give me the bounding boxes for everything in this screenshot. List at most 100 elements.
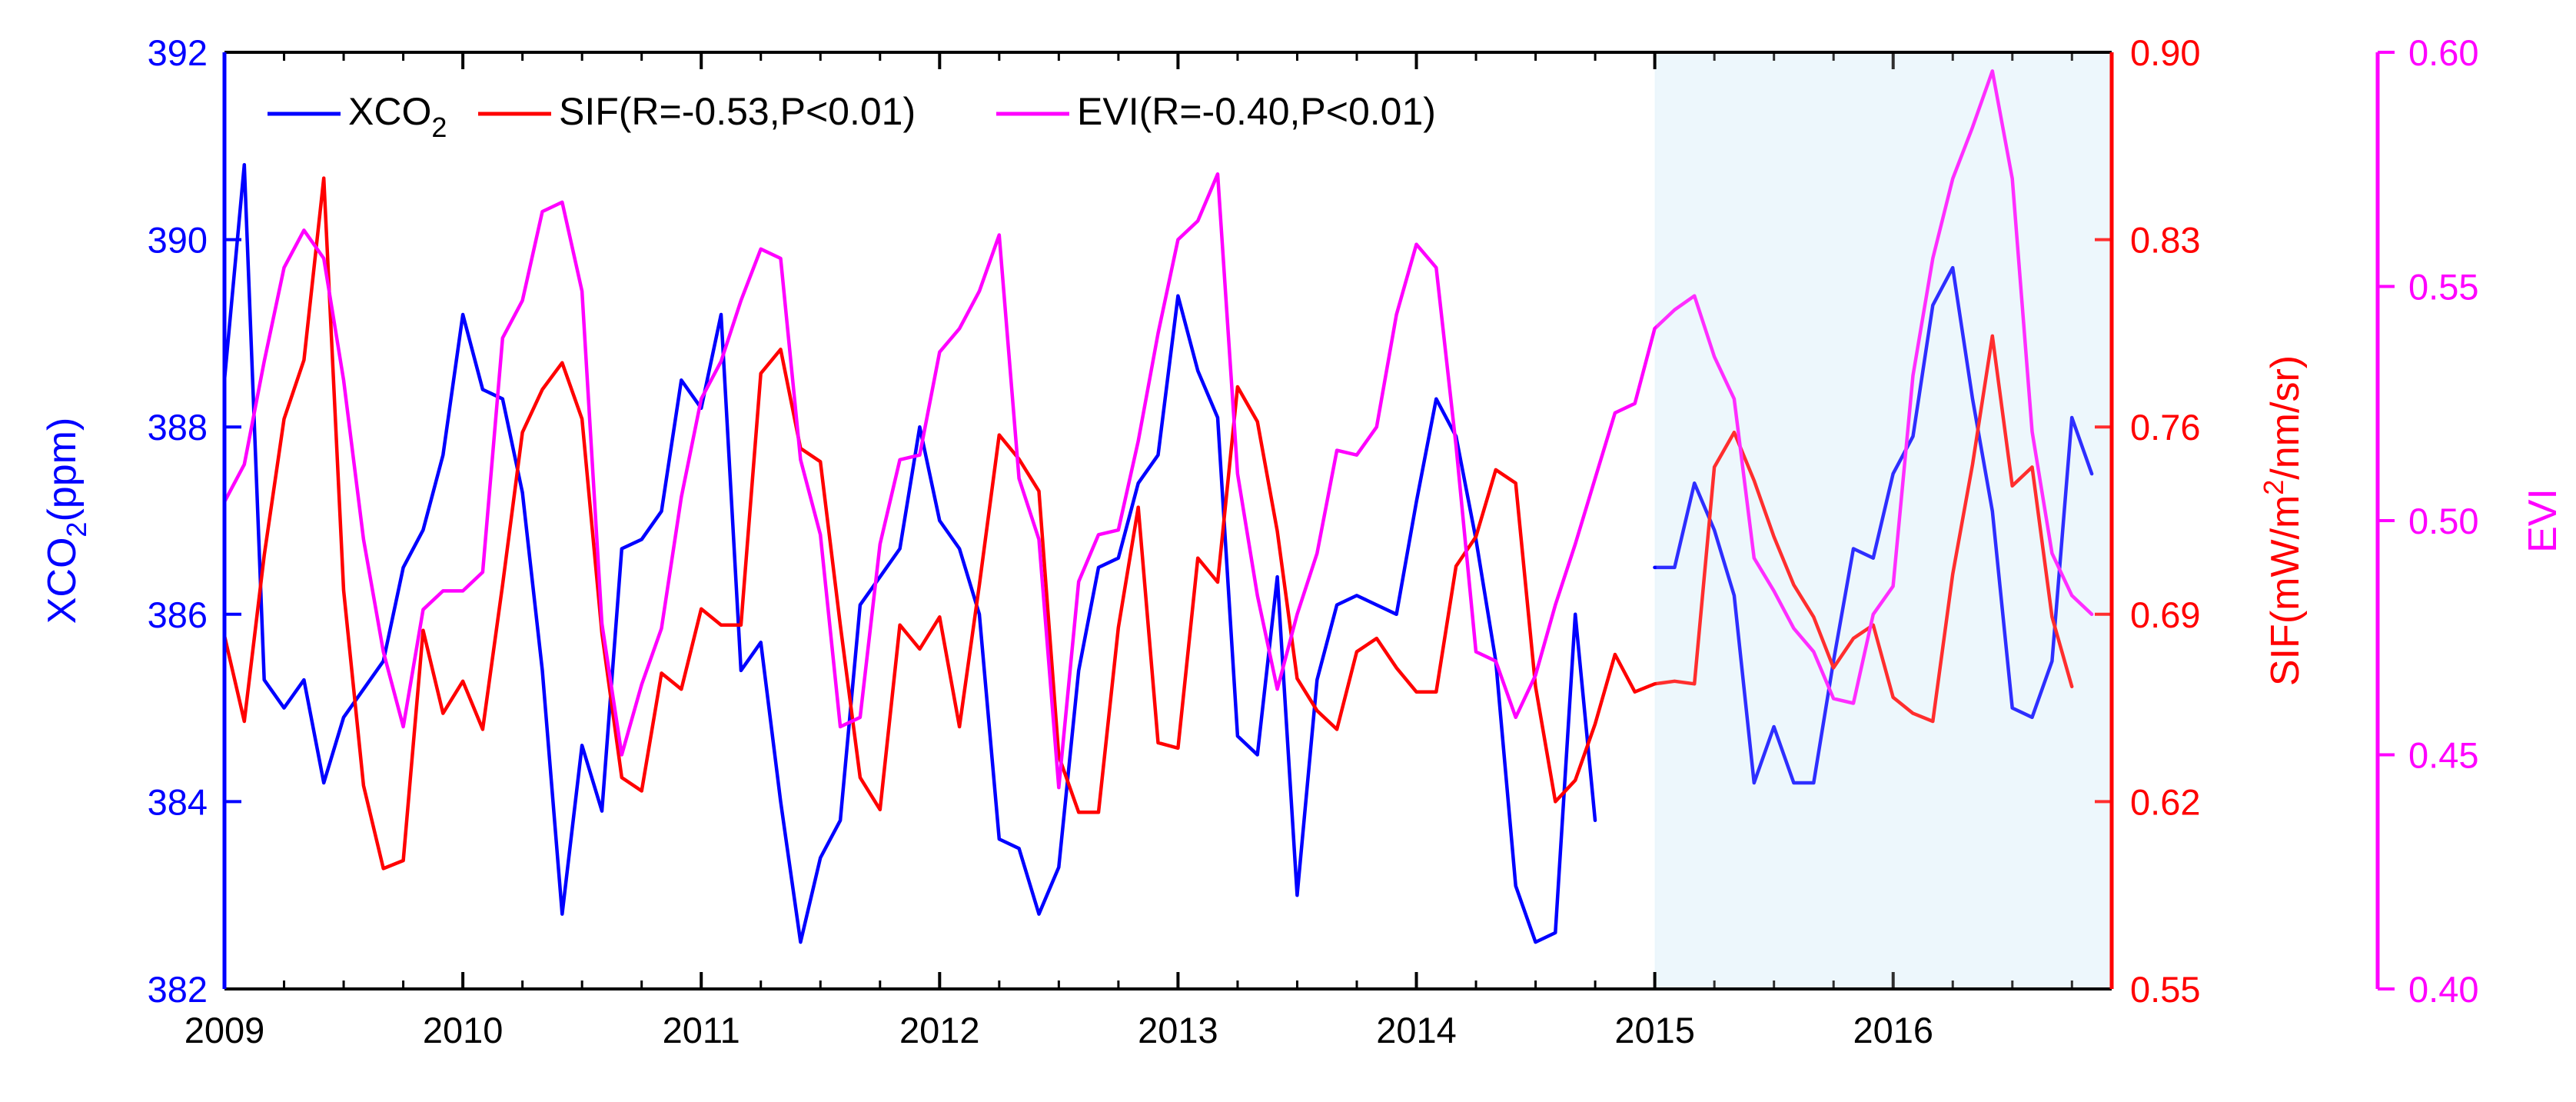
data-point [660,671,663,674]
data-point [1355,454,1358,457]
data-point [879,575,882,578]
data-point [282,418,286,421]
data-point [243,463,246,466]
data-point [1713,355,1716,358]
left-y-tick-label: 392 [148,32,208,73]
data-point [1832,666,1835,670]
data-point [302,358,305,361]
data-point [700,608,703,611]
data-point [1753,479,1756,482]
data-point [1236,385,1239,388]
data-point [799,941,802,944]
data-point [382,867,385,870]
data-point [421,608,425,611]
data-point [680,688,683,691]
data-point [302,678,305,681]
legend-entry-label: XCO2 [348,90,447,143]
data-point [600,809,603,813]
data-point [938,519,941,522]
data-point [1037,490,1041,493]
legend-entry-label: EVI(R=-0.40,P<0.01) [1077,90,1436,133]
data-point [1812,650,1815,654]
data-point [1554,604,1557,607]
data-point [1772,725,1776,728]
data-point [1753,557,1756,560]
data-point [1733,594,1736,598]
data-point [660,627,663,630]
data-point [580,744,583,747]
data-point [1176,238,1179,241]
data-point [580,418,583,421]
data-point [1018,477,1021,480]
data-point [958,547,961,551]
data-point [1594,722,1597,726]
series-xco2 [222,162,2094,944]
right-evi-tick-label: 0.60 [2408,32,2478,73]
data-point [1137,506,1140,509]
plot-frame [222,51,2380,990]
data-point [401,566,405,569]
data-point [998,837,1001,841]
data-point [382,650,385,654]
axis-labels: 2009 2010 2011 2012 2013 2014 2015 2016 382 384 38… [148,32,2479,1050]
data-point [1713,528,1716,531]
data-point [1634,402,1637,405]
right-evi-tick-label: 0.40 [2408,969,2478,1010]
data-point [1991,510,1994,513]
data-point [481,727,484,731]
data-point [1554,931,1557,934]
data-point [1216,172,1219,175]
data-point [1295,613,1299,616]
data-point [680,495,683,499]
data-point [938,615,941,618]
data-point [1534,941,1537,944]
data-point [2030,716,2034,719]
data-point [1156,331,1160,335]
data-point [521,299,524,302]
data-point [1176,747,1179,750]
data-point [1693,295,1696,298]
data-point [978,613,981,616]
data-point [521,491,524,494]
data-point [1991,69,1994,72]
data-point [1315,552,1318,555]
data-point [2011,484,2014,488]
data-point [1534,674,1537,677]
data-point [1355,650,1358,654]
data-point [620,776,623,779]
data-point [540,388,544,391]
data-point [1216,416,1219,419]
data-point [1037,538,1041,541]
data-point [461,313,464,316]
data-point [2070,685,2073,688]
data-point [2050,660,2053,663]
data-point [1614,411,1617,414]
data-point [342,378,345,381]
data-point [263,678,266,681]
data-point [540,669,544,672]
right-evi-tick-label: 0.55 [2408,267,2478,308]
data-point [362,688,365,691]
data-point [819,533,822,536]
data-point [441,711,444,715]
data-point [1594,477,1597,480]
data-point [1574,613,1577,616]
data-point [421,629,425,632]
data-point [1673,680,1676,683]
data-point [1772,589,1776,592]
data-point [1474,535,1477,538]
legend-entry-label: SIF(R=-0.53,P<0.01) [559,90,916,133]
data-point [918,425,922,428]
data-point [2030,465,2034,469]
data-point [2090,472,2093,475]
data-point [1395,613,1398,616]
series-sif [222,176,2074,871]
data-point [1713,465,1716,469]
data-point [342,716,345,719]
data-point [1971,463,1974,466]
data-point [1911,374,1915,377]
data-point [879,542,882,546]
data-point [481,388,484,391]
x-tick-label: 2009 [184,1010,265,1050]
data-point [1971,398,1974,401]
